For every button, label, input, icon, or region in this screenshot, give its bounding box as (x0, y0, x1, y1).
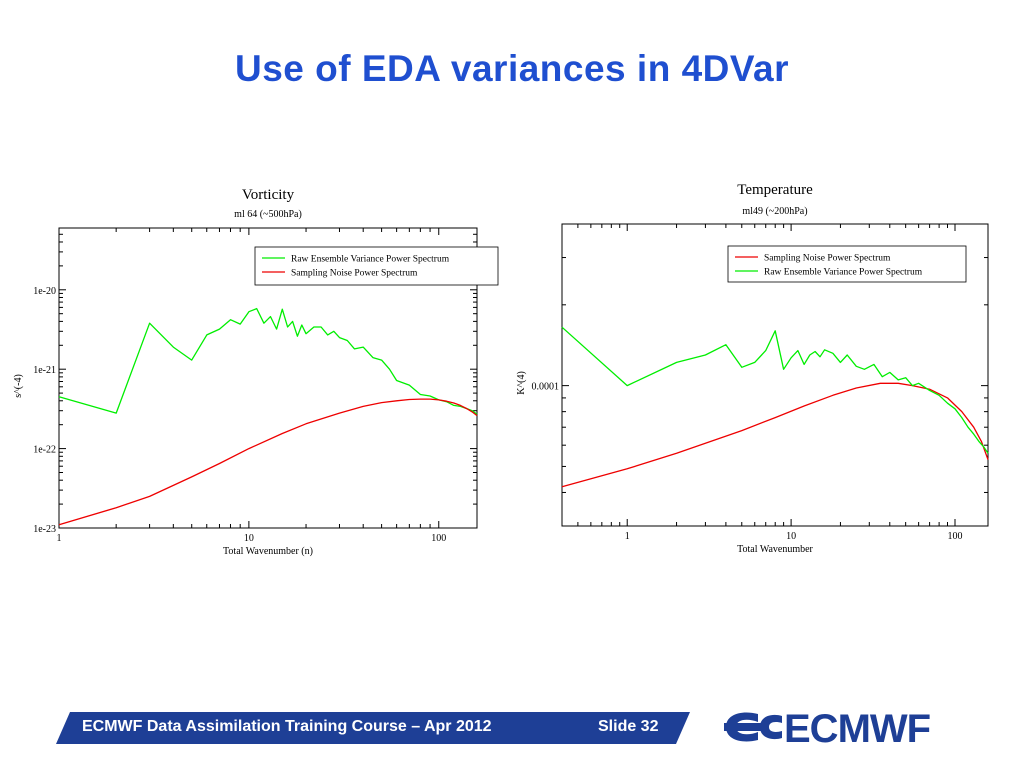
chart1-legend-label: Raw Ensemble Variance Power Spectrum (291, 255, 450, 265)
chart2-title: Temperature (737, 182, 813, 198)
chart2-subtitle: ml49 (~200hPa) (742, 206, 807, 217)
chart1-x-tick-label: 100 (431, 533, 446, 544)
chart1-x-tick-label: 10 (244, 533, 254, 544)
chart1-y-tick-label: 1e-23 (33, 524, 56, 535)
chart1-legend-label: Sampling Noise Power Spectrum (291, 269, 418, 279)
ecmwf-logo-text: ECMWF (784, 707, 930, 750)
ecmwf-logo: ECMWF (724, 707, 931, 750)
footer-course-text: ECMWF Data Assimilation Training Course … (82, 718, 492, 735)
chart1-plot-frame (58, 227, 478, 529)
chart2-x-tick-label: 1 (625, 531, 630, 542)
chart1-series-line-2 (58, 398, 478, 526)
chart1-subtitle: ml 64 (~500hPa) (234, 209, 302, 220)
chart1-y-tick-label: 1e-22 (33, 445, 56, 456)
chart2-series-line-2 (561, 326, 989, 454)
footer-bar (56, 712, 690, 744)
slide-title: Use of EDA variances in 4DVar (235, 48, 789, 89)
chart2-series-line-1 (561, 382, 989, 488)
chart2-y-tick-label: 0.0001 (532, 382, 560, 393)
chart2-legend-box (727, 245, 967, 283)
chart1-x-tick-label: 1 (57, 533, 62, 544)
chart1-title: Vorticity (242, 187, 295, 203)
chart2-y-axis-label: K^(4) (516, 371, 527, 395)
chart2-legend-label: Raw Ensemble Variance Power Spectrum (764, 268, 923, 278)
chart2-legend-label: Sampling Noise Power Spectrum (764, 254, 891, 264)
chart1-y-tick-label: 1e-21 (33, 365, 56, 376)
chart1-legend-box (254, 246, 499, 286)
chart1-series-line-1 (58, 307, 478, 415)
chart2-x-tick-label: 100 (947, 531, 962, 542)
ecmwf-logo-swoosh-icon (724, 712, 782, 742)
chart1-x-axis-label: Total Wavenumber (n) (223, 546, 313, 557)
chart2-x-axis-label: Total Wavenumber (737, 544, 813, 555)
chart1-y-tick-label: 1e-20 (33, 286, 56, 297)
chart1-y-axis-label: s^(-4) (13, 374, 24, 398)
chart2-x-tick-label: 10 (786, 531, 796, 542)
slide-number: Slide 32 (598, 718, 659, 735)
